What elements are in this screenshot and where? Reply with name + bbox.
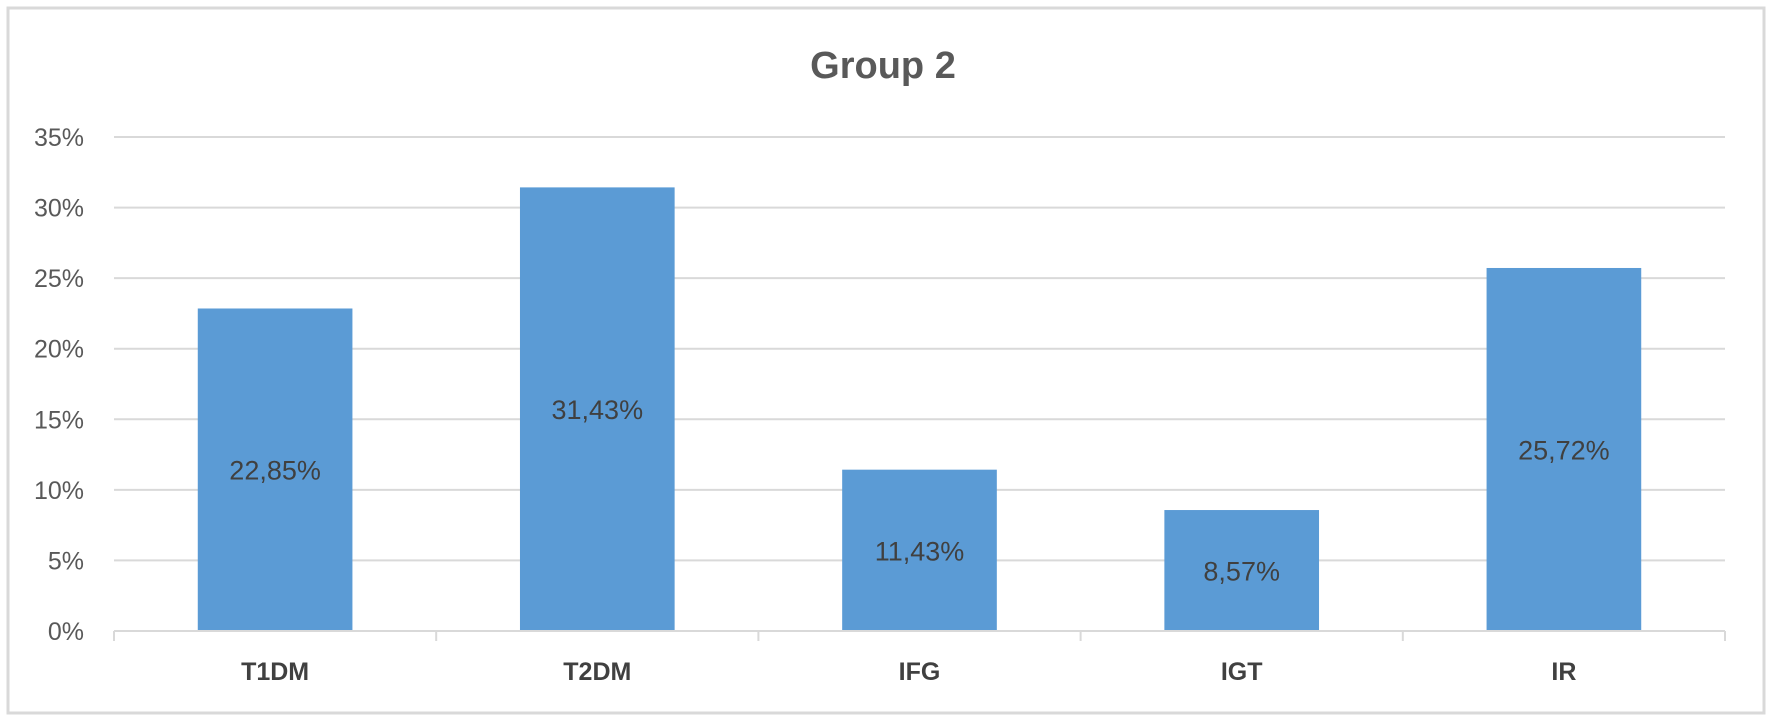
gridlines [114,136,1725,562]
x-tick-label: T2DM [563,658,631,686]
x-tick-label: T1DM [241,658,309,686]
chart-title: Group 2 [810,45,956,87]
x-tick-label: IFG [899,658,941,686]
y-tick-label: 30% [34,195,84,223]
y-tick-label: 5% [48,547,84,575]
data-label: 22,85% [229,456,321,486]
data-label: 31,43% [552,395,644,425]
x-tick-label: IGT [1221,658,1263,686]
bar-t2dm [519,187,675,631]
y-tick-label: 35% [34,124,84,152]
data-label: 25,72% [1518,435,1610,465]
y-tick-label: 15% [34,406,84,434]
labels: 0% 5% 10% 15% 20% 25% 30% 35% 22,85% T1DM 31,43% T2… [34,124,1610,686]
bar-ir [1486,267,1642,631]
bar-ifg [842,469,997,631]
data-label: 8,57% [1203,557,1280,587]
y-tick-label: 10% [34,477,84,505]
bars [197,187,1642,631]
bar-t1dm [197,308,353,631]
y-tick-label: 0% [48,618,84,646]
y-tick-label: 25% [34,265,84,293]
x-tick-label: IR [1551,658,1576,686]
y-tick-label: 20% [34,336,84,364]
x-axis [113,630,1726,641]
bar-igt [1164,510,1320,631]
data-label: 11,43% [875,536,965,566]
